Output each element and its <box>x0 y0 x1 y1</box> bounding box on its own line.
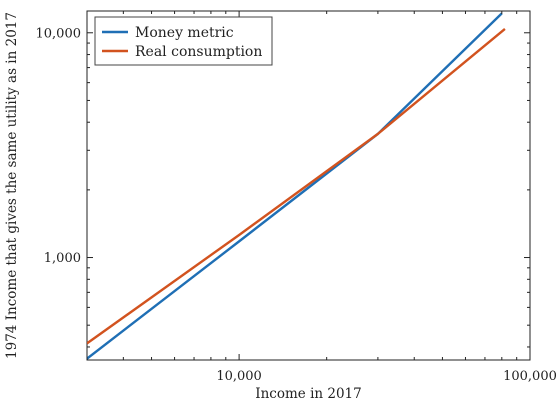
legend-box <box>94 16 273 66</box>
series-line-real-consumption <box>87 28 506 345</box>
y-axis-title: 1974 Income that gives the same utility … <box>4 12 20 359</box>
x-axis-title: Income in 2017 <box>255 386 361 402</box>
series-line-money-metric <box>87 12 503 360</box>
legend-label: Money metric <box>135 25 234 41</box>
legend-label: Real consumption <box>135 44 262 60</box>
y-tick-label: 10,000 <box>36 26 82 41</box>
x-tick-label: 100,000 <box>503 369 557 384</box>
y-tick-label: 1,000 <box>44 251 81 266</box>
plot-frame <box>86 10 531 361</box>
x-tick-label: 10,000 <box>216 369 262 384</box>
legend: Money metric Real consumption <box>94 16 273 66</box>
